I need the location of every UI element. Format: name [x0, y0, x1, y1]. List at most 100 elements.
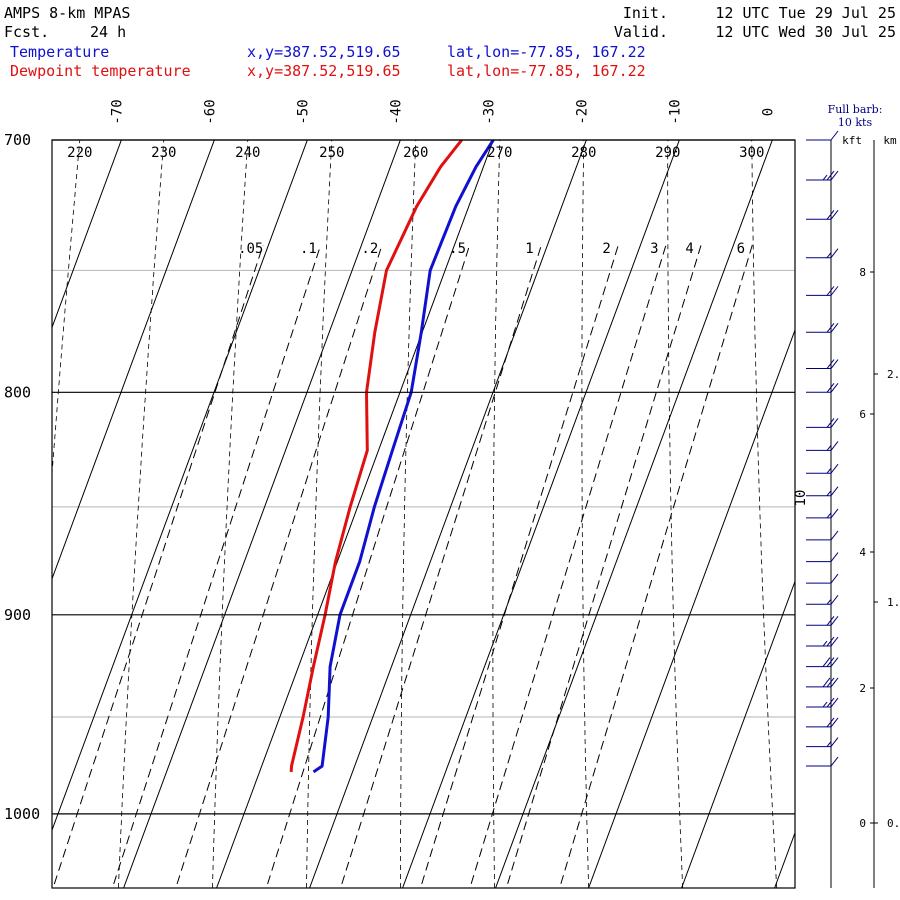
temperature-profile: [312, 140, 495, 774]
wind-barb-flag: [830, 552, 839, 562]
theta-label: 260: [403, 145, 428, 161]
dewpoint-profile: [289, 140, 463, 772]
wind-barb-flag: [830, 697, 839, 708]
wind-barb-half: [822, 701, 828, 708]
wind-barb: [806, 209, 839, 220]
isotherm-label: -20: [574, 99, 590, 124]
wind-barb-flag: [830, 615, 839, 626]
wind-barb: [806, 573, 839, 584]
plot-border: [51, 139, 796, 889]
theta-label: 250: [319, 145, 344, 161]
wind-barb-half: [826, 598, 832, 605]
isotherm-line: [402, 140, 680, 888]
wind-barb-flag: [826, 209, 835, 220]
legend-temperature-xy: x,y=387.52,519.65: [247, 43, 401, 61]
wind-barb-flag: [826, 382, 835, 393]
km-tick-label: 0.: [887, 817, 900, 830]
wind-barb-flag: [830, 130, 839, 141]
init-value: 12 UTC Tue 29 Jul 25: [715, 4, 896, 22]
mixing-ratio-line: [265, 244, 471, 888]
valid-label: Valid.: [614, 23, 668, 41]
legend-dewpoint-latlon: lat,lon=-77.85, 167.22: [447, 62, 646, 80]
kft-tick-label: 6: [859, 408, 866, 421]
isotherm-line: [52, 140, 308, 832]
legend-temperature-latlon: lat,lon=-77.85, 167.22: [447, 43, 646, 61]
mixing-ratio-label: .2: [361, 241, 378, 257]
wind-barb-half: [826, 252, 832, 259]
wind-barb-flag: [830, 248, 839, 259]
fcst-value: 24 h: [90, 23, 126, 41]
kft-tick-label: 0: [859, 817, 866, 830]
wind-barb: [806, 737, 839, 748]
wind-barb-flag: [826, 322, 835, 333]
mixing-ratio-line: [111, 244, 322, 888]
isotherm-label: 10: [793, 490, 809, 507]
wind-barb: [806, 552, 839, 563]
init-label: Init.: [623, 4, 668, 22]
isotherm-line: [123, 140, 401, 888]
km-tick-label: 1.: [887, 596, 900, 609]
mixing-ratio-label: 2: [602, 241, 610, 257]
wind-barb: [806, 463, 839, 474]
wind-barb-flag: [826, 615, 835, 626]
isotherm-line: [216, 140, 494, 888]
mixing-ratio-line: [52, 244, 264, 888]
kft-tick-label: 2: [859, 682, 866, 695]
mixing-ratio-line: [469, 244, 667, 888]
mixing-ratio-label: .05: [238, 241, 263, 257]
theta-label: 290: [655, 145, 680, 161]
wind-barb-flag: [826, 717, 835, 728]
isotherm-label: -70: [109, 99, 125, 124]
wind-barb-flag: [830, 322, 839, 333]
wind-barb-flag: [822, 657, 831, 667]
legend-dewpoint-xy: x,y=387.52,519.65: [247, 62, 401, 80]
wind-barb-flag: [822, 677, 831, 688]
mixing-ratio-label: 1: [525, 241, 533, 257]
isotherm-label: -50: [295, 99, 311, 124]
wind-barb-flag: [826, 170, 835, 181]
mixing-ratio-line: [505, 244, 702, 888]
wind-barb-flag: [830, 418, 839, 428]
wind-barb-flag: [830, 441, 839, 451]
legend-dewpoint-name: Dewpoint temperature: [10, 62, 191, 80]
wind-barb-half: [826, 467, 832, 474]
theta-label: 270: [487, 145, 512, 161]
pressure-tick-label: 1000: [4, 805, 40, 823]
wind-barb: [806, 286, 839, 296]
wind-barb-flag: [830, 573, 839, 584]
wind-barb: [806, 594, 839, 605]
mixing-ratio-line: [340, 244, 542, 888]
isotherm-line: [495, 140, 773, 888]
isotherm-label: -60: [202, 99, 218, 124]
wind-barb-flag: [826, 677, 835, 688]
dry-adiabat: [667, 140, 684, 888]
wind-barb: [806, 359, 839, 370]
wind-barb-flag: [830, 170, 839, 181]
wind-barb-half: [822, 174, 828, 181]
isotherm-line: [588, 328, 795, 888]
legend-temperature-name: Temperature: [10, 43, 109, 61]
chart-title: AMPS 8-km MPAS: [4, 4, 130, 22]
dry-adiabat: [211, 140, 249, 888]
profiles: [289, 140, 495, 774]
theta-label: 230: [151, 145, 176, 161]
pressure-tick-label: 700: [4, 131, 31, 149]
wind-barb: [806, 130, 839, 141]
isotherm-line: [681, 580, 795, 888]
mixing-ratio-label: .1: [300, 241, 317, 257]
kft-tick-label: 8: [859, 266, 866, 279]
wind-barb-flag: [830, 209, 839, 220]
wind-barb-flag: [830, 717, 839, 728]
km-tick-label: 2.: [887, 368, 900, 381]
dry-adiabat: [751, 140, 778, 888]
wind-barb-flag: [830, 594, 839, 605]
wind-barb: [806, 508, 839, 519]
wind-barb: [806, 697, 839, 708]
wind-panel-title: Full barb:: [828, 103, 883, 116]
wind-barb-flag: [826, 657, 835, 667]
wind-barb-flag: [830, 382, 839, 393]
isotherm-label: 0: [760, 108, 776, 116]
wind-barb-half: [826, 445, 832, 451]
